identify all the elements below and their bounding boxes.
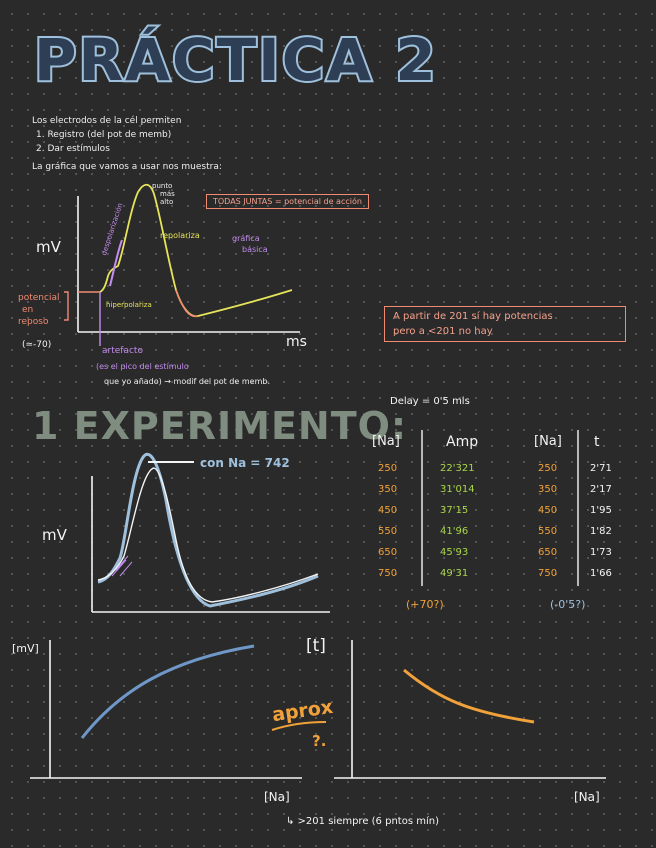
peak-label-1: punto (152, 182, 173, 190)
table-cell: 450 (538, 505, 558, 516)
potencial-reposo-1: potencial (18, 293, 60, 303)
diagram2-axes (91, 476, 330, 613)
table-header-amp: Amp (446, 434, 479, 450)
graph-left-axes (30, 640, 302, 779)
table-cell: 49'31 (440, 568, 469, 579)
table-col-na2: 250 350 450 550 650 750 (538, 458, 557, 584)
table-note-amp: (+70?) (406, 598, 444, 611)
peak-label-2: más (160, 190, 175, 198)
table-lines (421, 430, 579, 586)
peak-label: punto más alto (152, 182, 175, 206)
table-cell: 550 (538, 526, 558, 537)
table-cell: 22'321 (440, 463, 475, 474)
table-cell: 350 (538, 484, 558, 495)
exp-hatch (111, 555, 133, 577)
table-cell: 350 (378, 484, 398, 495)
note-box-line2: pero a <201 no hay (393, 326, 493, 337)
diagram1-ms-label: ms (286, 334, 307, 350)
potencial-reposo-3: reposo (18, 317, 49, 327)
note-box: A partir de 201 sí hay potencias pero a … (384, 306, 626, 342)
todas-juntas-box: TODAS JUNTAS = potencial de acción (206, 194, 369, 209)
intro-line2: La gráfica que vamos a usar nos muestra: (32, 162, 222, 172)
table-note-t: (-0'5?) (550, 598, 586, 611)
artefacto-note: (es el pico del estímulo (96, 362, 189, 371)
intro-line1: Los electrodos de la cél permiten (32, 116, 182, 126)
artefacto-label: artefacto (102, 346, 143, 356)
table-header-na1: [Na] (372, 434, 400, 449)
grafica-basica-1: gráfica (232, 234, 260, 243)
graph-right-ylabel: [t] (306, 636, 326, 656)
reposo-value: (≃-70) (22, 340, 52, 350)
peak-label-3: alto (160, 198, 174, 206)
table-cell: 750 (538, 568, 558, 579)
grafica-basica-label: gráfica básica (232, 233, 268, 255)
graph-right-axes (334, 640, 606, 779)
experiment-title: 1 EXPERIMENTO: (32, 404, 408, 448)
intro-item2: 2. Dar estímulos (36, 144, 110, 154)
potencial-reposo-label: potencial en reposo (18, 292, 59, 328)
diagram1-axes (77, 196, 300, 333)
table-cell: 1'66 (590, 568, 612, 579)
table-cell: 450 (378, 505, 398, 516)
grafica-basica-2: básica (242, 245, 268, 254)
table-cell: 41'96 (440, 526, 469, 537)
table-cell: 1'95 (590, 505, 612, 516)
footer-note: ↳ >201 siempre (6 pntos mín) (286, 816, 439, 827)
despolarizacion-mark (109, 239, 123, 287)
diagram1-mv-label: mV (36, 238, 61, 256)
potencial-reposo-2: en (22, 305, 34, 315)
artefacto-note2: que yo añado) → modif del pot de memb. (104, 377, 270, 386)
graph-right-xlabel: [Na] (574, 790, 600, 804)
intro-item1: 1. Registro (del pot de memb) (36, 130, 172, 140)
diagram2-mv-label: mV (42, 526, 67, 544)
table-cell: 250 (378, 463, 398, 474)
note-box-line1: A partir de 201 sí hay potencias (393, 311, 553, 322)
table-cell: 1'73 (590, 547, 612, 558)
hiperpolariza-curve (175, 289, 199, 318)
aprox-underline (271, 721, 327, 731)
table-cell: 2'17 (590, 484, 612, 495)
table-cell: 45'93 (440, 547, 469, 558)
aprox-question: ?. (312, 732, 327, 750)
table-header-t: t (594, 434, 600, 450)
table-cell: 31'014 (440, 484, 475, 495)
table-cell: 1'82 (590, 526, 612, 537)
table-col-na1: 250 350 450 550 650 750 (378, 458, 397, 584)
table-cell: 650 (538, 547, 558, 558)
table-cell: 250 (538, 463, 558, 474)
hiperpolariza-label: hiperpolariza (106, 301, 152, 309)
table-cell: 750 (378, 568, 398, 579)
con-na-label: con Na = 742 (200, 456, 290, 470)
graph-left-ylabel: [mV] (12, 642, 39, 655)
table-cell: 2'71 (590, 463, 612, 474)
graph-left-xlabel: [Na] (264, 790, 290, 804)
table-col-amp: 22'321 31'014 37'15 41'96 45'93 49'31 (440, 458, 475, 584)
table-cell: 550 (378, 526, 398, 537)
reposo-bracket (64, 291, 69, 321)
page-title: PRÁCTICA 2 (32, 24, 438, 96)
repolariza-label: repolariza (160, 231, 200, 240)
graph-right-curve (403, 668, 535, 724)
table-col-t: 2'71 2'17 1'95 1'82 1'73 1'66 (590, 458, 612, 584)
graph-left-curve (80, 644, 255, 739)
delay-label: Delay = 0'5 mls (390, 396, 470, 407)
table-cell: 37'15 (440, 505, 469, 516)
table-header-na2: [Na] (534, 434, 562, 449)
table-cell: 650 (378, 547, 398, 558)
exp-curve-white (97, 467, 319, 603)
